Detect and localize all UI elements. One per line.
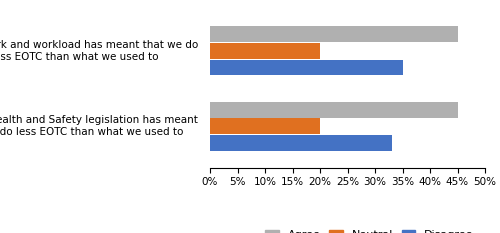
Bar [210, 102, 458, 118]
Bar [210, 59, 402, 75]
Bar [210, 26, 458, 42]
Bar [210, 43, 320, 59]
Bar [210, 118, 320, 134]
Legend: Agree, Neutral, Disagree: Agree, Neutral, Disagree [261, 225, 478, 233]
Bar [210, 135, 392, 151]
